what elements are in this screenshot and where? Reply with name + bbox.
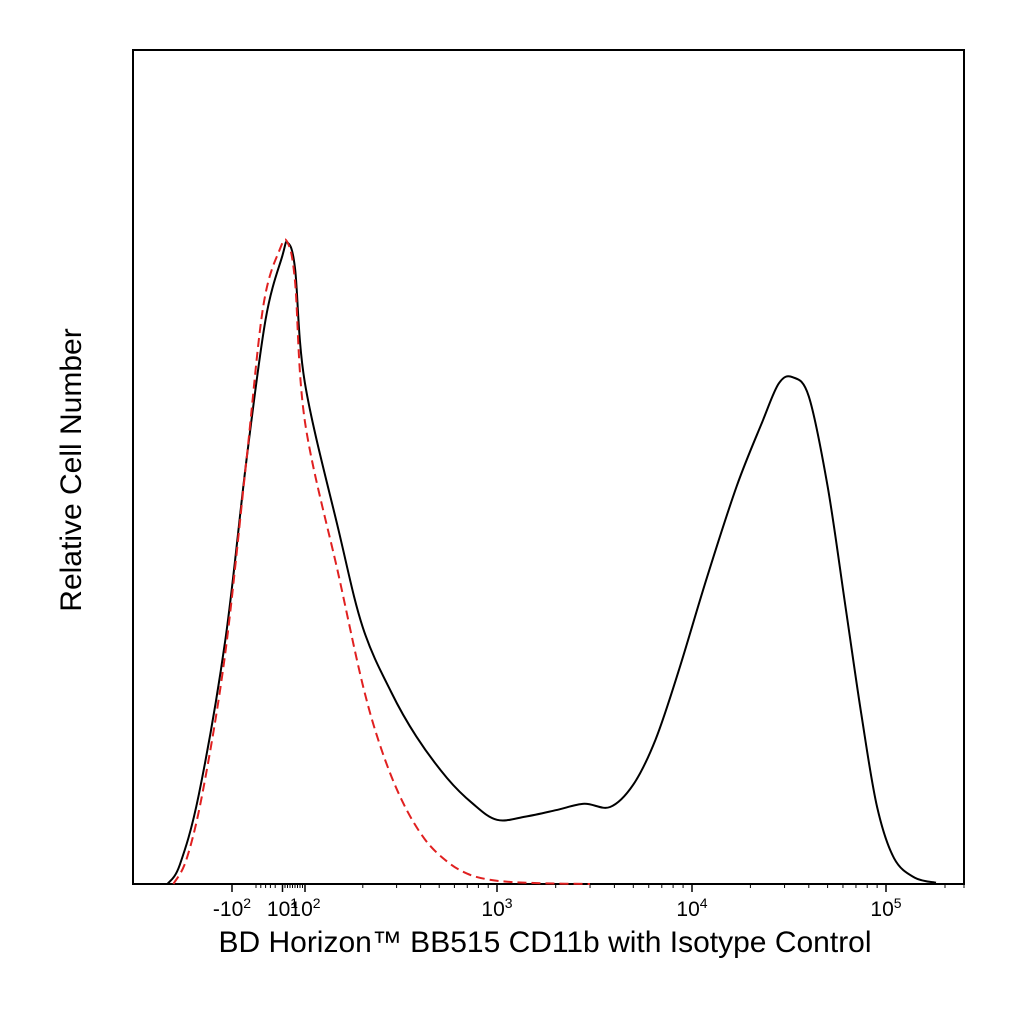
x-tick-label: 102 xyxy=(289,895,321,922)
x-tick-label-exponent: 5 xyxy=(893,895,902,911)
x-tick-label-exponent: 3 xyxy=(504,895,513,911)
isotype-control-curve xyxy=(172,238,591,885)
x-tick-label-base: -10 xyxy=(212,898,244,921)
x-tick-label: 103 xyxy=(481,895,513,922)
cd11b-stained-curve xyxy=(166,240,937,885)
x-tick-label-base: 10 xyxy=(266,898,291,921)
x-tick-label: 104 xyxy=(676,895,708,922)
x-tick-label-base: 10 xyxy=(676,898,700,921)
x-tick-label-base: 10 xyxy=(870,898,894,921)
x-tick-label: 101 xyxy=(266,895,299,922)
x-tick-label: 105 xyxy=(870,895,902,922)
x-tick-label-base: 10 xyxy=(289,898,313,921)
x-axis-minor-ticks xyxy=(231,884,965,888)
x-tick-label: -102 xyxy=(212,895,252,922)
x-axis-label: BD Horizon™ BB515 CD11b with Isotype Con… xyxy=(218,926,872,959)
series-layer xyxy=(166,238,937,885)
x-tick-label-exponent: 1 xyxy=(290,895,299,911)
plot-frame xyxy=(132,49,965,885)
x-tick-label-exponent: 2 xyxy=(243,895,252,911)
x-tick-label-base: 10 xyxy=(481,898,505,921)
x-tick-label-exponent: 4 xyxy=(699,895,708,911)
y-axis-label: Relative Cell Number xyxy=(55,328,88,612)
x-axis-major-ticks xyxy=(231,884,887,892)
x-tick-label-exponent: 2 xyxy=(312,895,321,911)
